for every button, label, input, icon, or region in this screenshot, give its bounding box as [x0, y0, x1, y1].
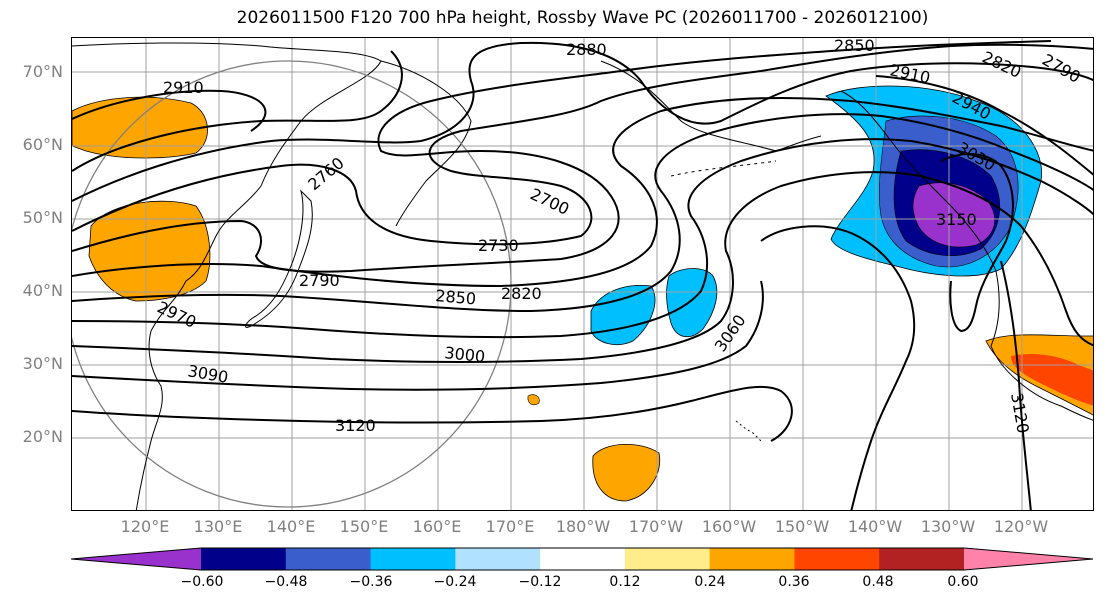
map-panel: 2880 2850 2820 2790 2910 2910 2940 3030 … — [71, 37, 1094, 511]
contour-line — [72, 50, 403, 172]
positive-anomaly-region — [527, 394, 540, 406]
lon-label: 120°W — [993, 517, 1049, 536]
contour-line — [72, 138, 1093, 339]
negative-anomaly-region — [590, 285, 656, 345]
contour-line — [940, 153, 1014, 333]
colorbar-tick-label: −0.48 — [264, 574, 308, 590]
reference-circle — [72, 60, 512, 508]
lon-label: 160°W — [701, 517, 757, 536]
contour-line — [875, 75, 1093, 176]
contour-label: 2820 — [501, 284, 542, 303]
contour-line — [72, 171, 1093, 363]
lat-label: 30°N — [22, 354, 63, 373]
contour-label: 3150 — [936, 210, 977, 229]
asia-coastline — [72, 42, 382, 510]
colorbar-swatch — [455, 548, 541, 570]
lon-label: 170°E — [485, 517, 535, 536]
contour-label: 2820 — [979, 47, 1024, 81]
hawaii-islands — [735, 420, 762, 442]
colorbar-tick-label: −0.24 — [433, 574, 477, 590]
lon-label: 130°W — [920, 517, 976, 536]
negative-anomaly-region — [912, 182, 995, 248]
colorbar — [71, 547, 1094, 571]
contour-line — [72, 40, 1052, 273]
lon-label: 170°W — [628, 517, 684, 536]
contour-label: 2730 — [478, 236, 519, 255]
contour-label: 2850 — [834, 38, 875, 55]
colorbar-swatch — [964, 548, 1093, 570]
contour-label: 3000 — [444, 343, 486, 366]
north-america-coastline — [840, 90, 1093, 421]
contour-line — [72, 97, 1093, 288]
positive-anomaly-region — [88, 200, 211, 302]
colorbar-swatch — [201, 548, 287, 570]
graticule — [72, 38, 1093, 510]
contour-line — [72, 385, 793, 442]
colorbar-tick-label: 0.36 — [778, 574, 810, 590]
colorbar-swatch — [709, 548, 795, 570]
colorbar-swatch — [285, 548, 372, 570]
contour-line — [72, 89, 267, 132]
colorbar-swatch — [71, 548, 201, 570]
height-contours — [72, 40, 1093, 510]
lat-label: 70°N — [22, 62, 63, 81]
contour-label: 2790 — [299, 271, 340, 290]
negative-anomaly-region — [666, 268, 718, 337]
contour-label: 2910 — [163, 78, 204, 97]
lon-label: 150°W — [774, 517, 830, 536]
japan-coastline — [245, 189, 313, 328]
kamchatka-coastline — [380, 60, 472, 227]
lon-label: 140°E — [266, 517, 316, 536]
contour-label: 2970 — [154, 297, 199, 331]
colorbar-tick-label: −0.12 — [518, 574, 562, 590]
colorbar-tick-label: 0.60 — [947, 574, 979, 590]
colorbar-tick-label: 0.24 — [694, 574, 726, 590]
lat-label: 20°N — [22, 427, 63, 446]
colorbar-swatch — [624, 548, 711, 570]
contour-label: 3120 — [335, 416, 376, 435]
lon-label: 150°E — [339, 517, 389, 536]
lat-label: 60°N — [22, 135, 63, 154]
lon-label: 180°W — [555, 517, 611, 536]
contour-line — [1000, 260, 1032, 510]
map-title: 2026011500 F120 700 hPa height, Rossby W… — [236, 8, 929, 28]
colorbar-tick-label: −0.60 — [180, 574, 224, 590]
positive-anomaly-region — [1011, 354, 1093, 406]
positive-anomaly-region — [72, 96, 208, 159]
colorbar-outline — [71, 547, 1094, 571]
lon-label: 140°W — [847, 517, 903, 536]
contour-label: 2790 — [1039, 50, 1084, 87]
colorbar-tick-label: 0.12 — [609, 574, 641, 590]
contour-line — [72, 113, 1093, 313]
colorbar-swatch — [370, 548, 456, 570]
colorbar-tick-label: 0.48 — [862, 574, 894, 590]
colorbar-swatch — [879, 548, 965, 570]
lat-label: 40°N — [22, 281, 63, 300]
contour-line — [72, 280, 764, 391]
lat-label: 50°N — [22, 208, 63, 227]
positive-anomaly-region — [592, 443, 661, 502]
contour-label: 2850 — [435, 286, 477, 308]
colorbar-tick-label: −0.36 — [349, 574, 393, 590]
contour-label: 2700 — [527, 184, 572, 218]
contour-label: 3120 — [1007, 391, 1033, 434]
contour-line — [760, 225, 916, 510]
colorbar-swatch — [540, 548, 626, 570]
lon-label: 120°E — [120, 517, 170, 536]
lon-label: 130°E — [193, 517, 243, 536]
lon-label: 160°E — [412, 517, 462, 536]
contour-line — [72, 43, 1093, 246]
colorbar-swatch — [794, 548, 880, 570]
aleutian-islands — [670, 160, 777, 177]
contour-label: 2880 — [566, 40, 607, 59]
contour-line — [72, 41, 1093, 202]
